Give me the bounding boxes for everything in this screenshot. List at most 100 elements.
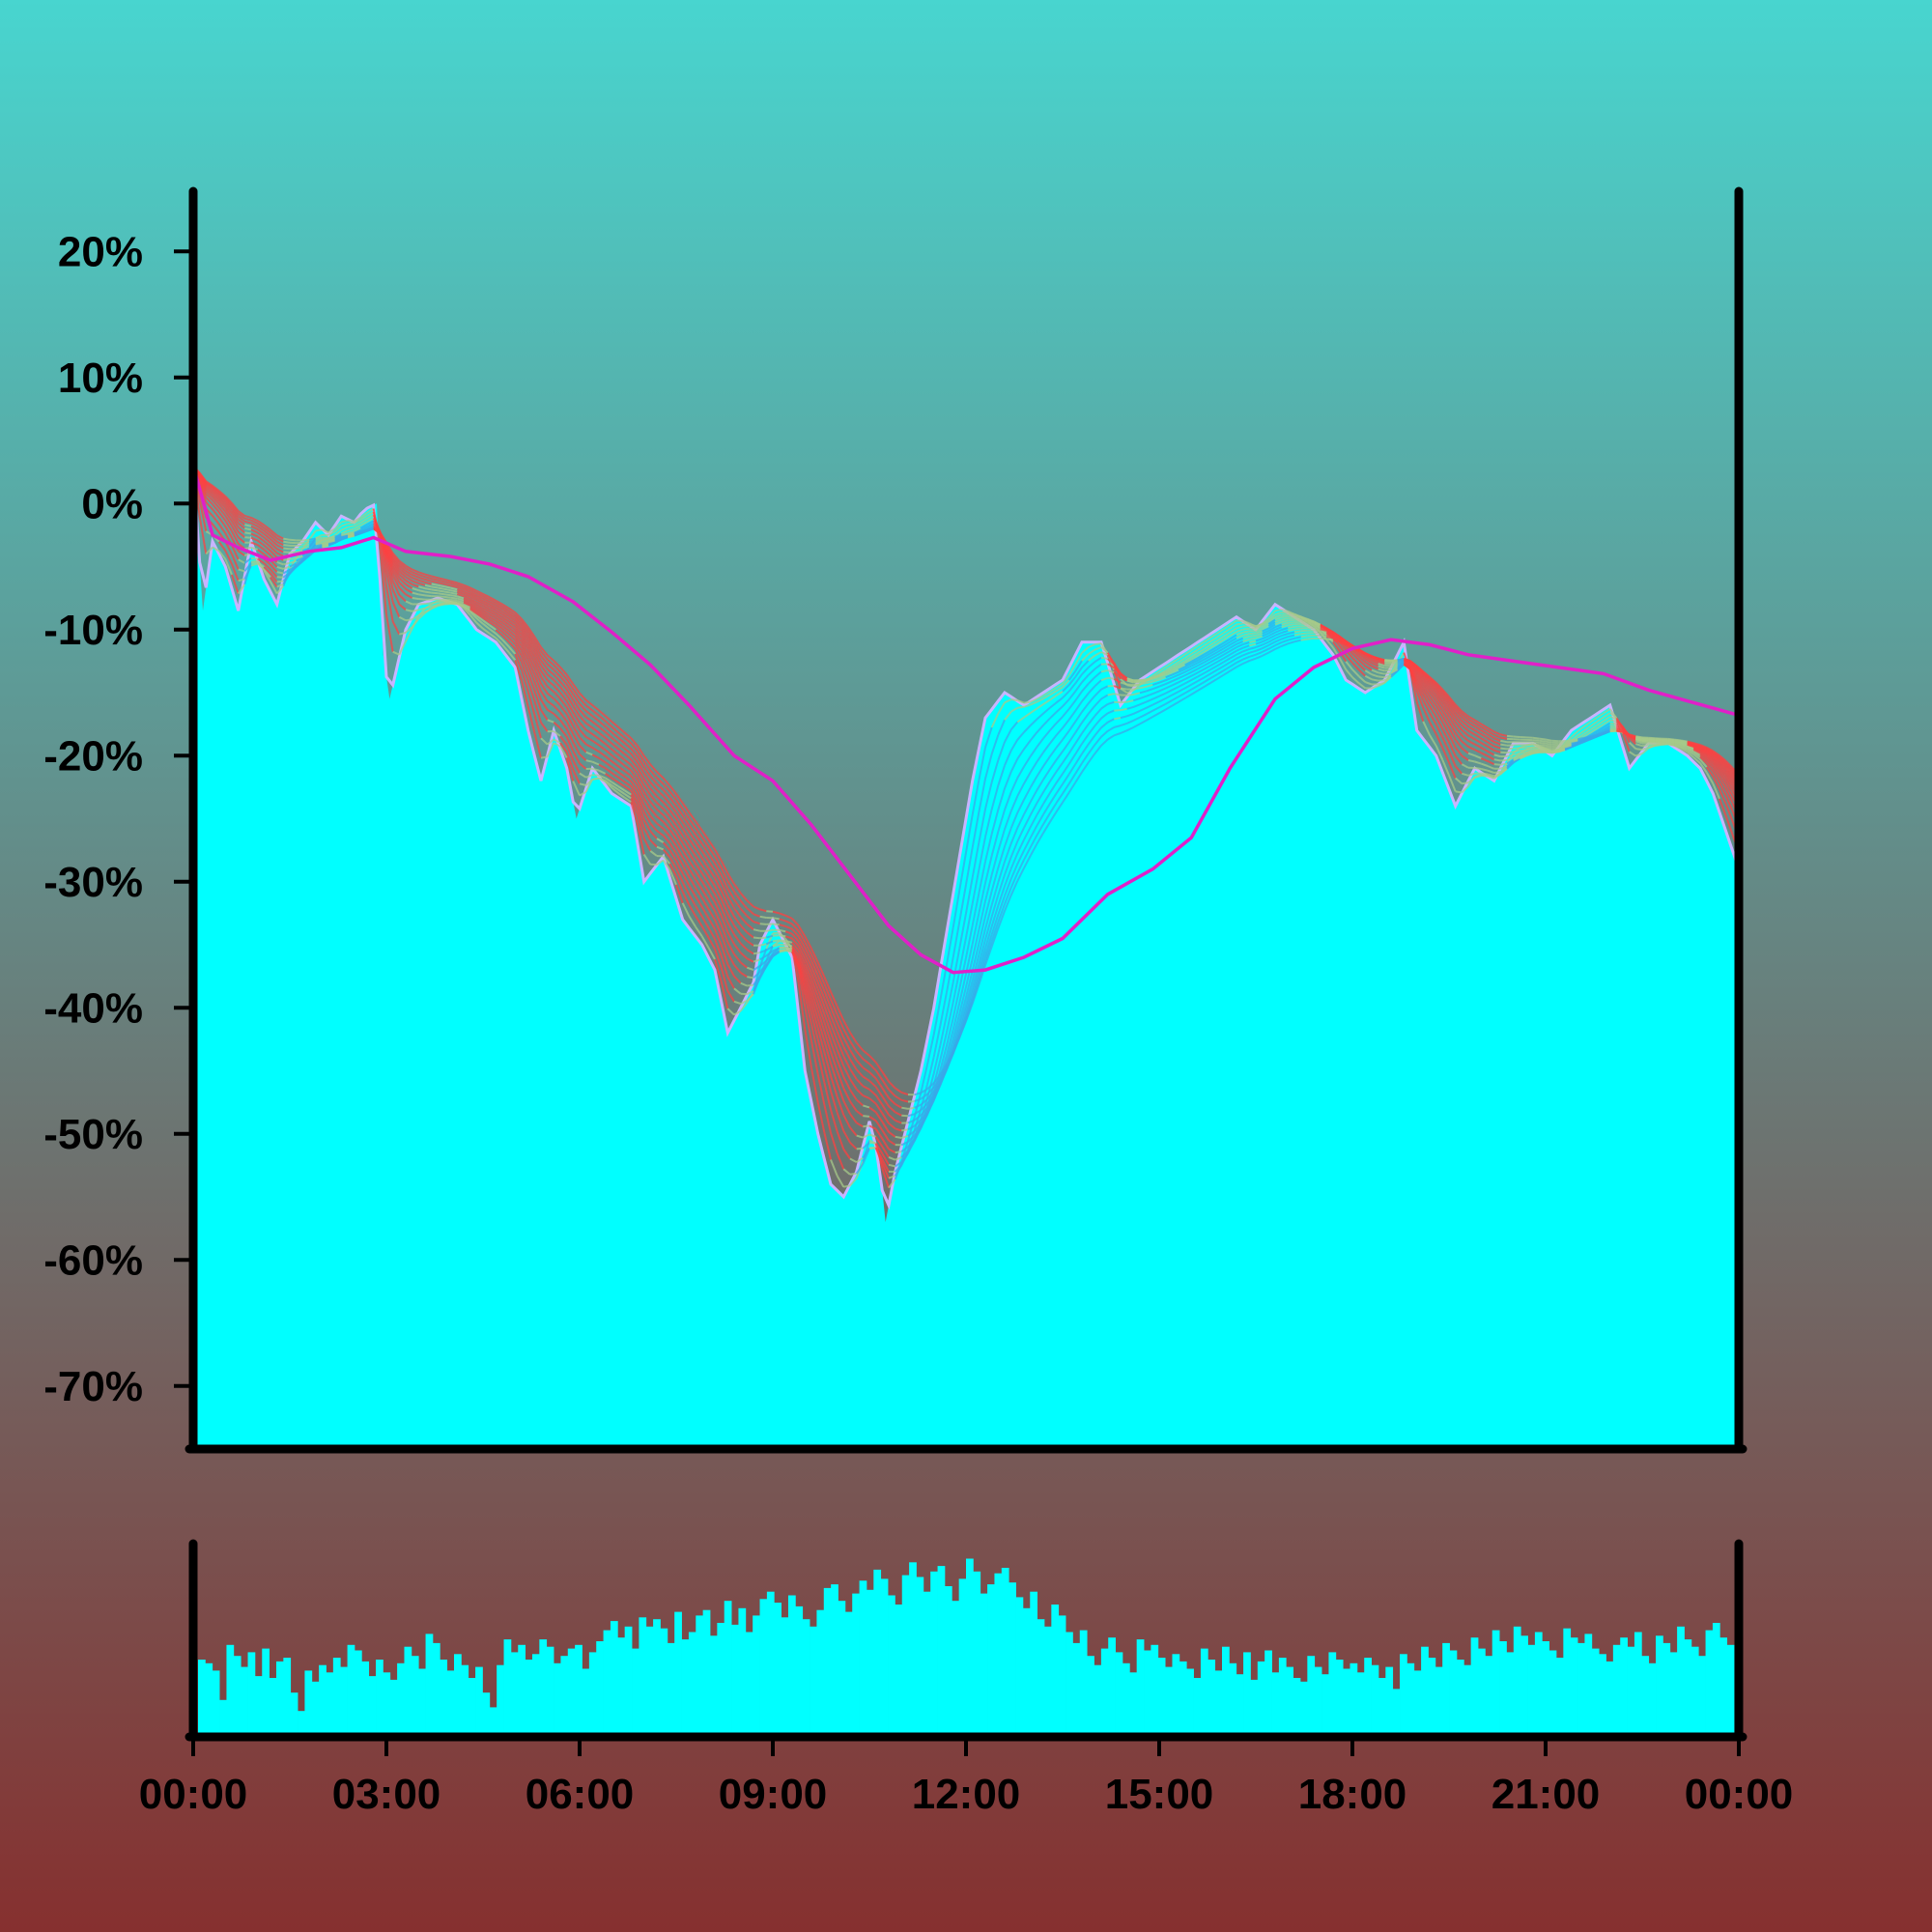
ribbon-segment bbox=[656, 845, 665, 851]
ribbon-segment bbox=[656, 795, 665, 804]
ribbon-segment bbox=[1474, 749, 1482, 754]
volume-bar bbox=[1428, 1658, 1436, 1733]
ribbon-segment bbox=[1042, 718, 1051, 726]
ribbon-segment bbox=[559, 742, 568, 753]
ribbon-segment bbox=[1687, 747, 1694, 753]
ribbon-segment bbox=[347, 529, 355, 534]
ribbon-segment bbox=[1158, 674, 1167, 679]
ribbon-segment bbox=[932, 1080, 942, 1093]
ribbon-segment bbox=[327, 539, 335, 544]
volume-bar bbox=[1627, 1646, 1635, 1733]
ribbon-segment bbox=[1197, 656, 1206, 662]
ribbon-segment bbox=[1151, 681, 1160, 686]
volume-bar bbox=[1179, 1661, 1187, 1733]
ribbon-segment bbox=[965, 970, 974, 998]
ribbon-segment bbox=[1455, 777, 1463, 784]
ribbon-segment bbox=[642, 853, 652, 866]
ribbon-segment bbox=[766, 910, 774, 913]
ribbon-segment bbox=[642, 798, 652, 810]
ribbon-segment bbox=[1680, 739, 1688, 743]
volume-bar bbox=[624, 1626, 633, 1733]
y-tick-label: 10% bbox=[58, 355, 143, 402]
ribbon-segment bbox=[1242, 627, 1250, 631]
ribbon-segment bbox=[572, 698, 581, 711]
ribbon-segment bbox=[1184, 658, 1192, 665]
ribbon-segment bbox=[231, 525, 240, 538]
ribbon-segment bbox=[565, 683, 575, 696]
ribbon-segment bbox=[1441, 697, 1450, 709]
ribbon-segment bbox=[585, 778, 593, 786]
ribbon-segment bbox=[250, 532, 259, 538]
ribbon-segment bbox=[855, 1041, 865, 1052]
ribbon-segment bbox=[1429, 688, 1437, 698]
ribbon-segment bbox=[1493, 749, 1501, 753]
ribbon-segment bbox=[540, 690, 549, 702]
ribbon-segment bbox=[1532, 739, 1540, 742]
ribbon-segment bbox=[624, 742, 632, 750]
ribbon-segment bbox=[598, 725, 607, 733]
ribbon-segment bbox=[1719, 766, 1727, 777]
ribbon-segment bbox=[759, 959, 767, 967]
ribbon-segment bbox=[1441, 715, 1450, 728]
ribbon-segment bbox=[1448, 703, 1457, 715]
ribbon-segment bbox=[1048, 811, 1058, 823]
ribbon-segment bbox=[1067, 743, 1077, 754]
ribbon-segment bbox=[1229, 666, 1237, 672]
volume-bar bbox=[888, 1595, 895, 1733]
ribbon-segment bbox=[1487, 741, 1495, 748]
ribbon-segment bbox=[508, 607, 516, 613]
ribbon-segment bbox=[785, 949, 793, 952]
ribbon-segment bbox=[662, 855, 671, 865]
ribbon-segment bbox=[797, 924, 807, 937]
ribbon-segment bbox=[1223, 666, 1231, 671]
ribbon-segment bbox=[1493, 773, 1501, 778]
ribbon-segment bbox=[746, 949, 754, 955]
ribbon-segment bbox=[482, 616, 491, 624]
ribbon-segment bbox=[1577, 739, 1585, 743]
ribbon-segment bbox=[1029, 761, 1038, 774]
ribbon-segment bbox=[526, 691, 536, 715]
ribbon-segment bbox=[642, 784, 652, 796]
ribbon-segment bbox=[1320, 635, 1327, 638]
ribbon-segment bbox=[753, 978, 761, 992]
ribbon-segment bbox=[1525, 746, 1533, 749]
ribbon-segment bbox=[438, 586, 445, 590]
ribbon-segment bbox=[649, 822, 658, 832]
ribbon-segment bbox=[1692, 756, 1701, 764]
ribbon-segment bbox=[952, 970, 961, 1003]
ribbon-segment bbox=[1087, 744, 1096, 754]
ribbon-segment bbox=[958, 1005, 967, 1029]
ribbon-segment bbox=[495, 625, 503, 633]
ribbon-segment bbox=[804, 968, 812, 985]
ribbon-segment bbox=[1139, 690, 1147, 695]
volume-bar bbox=[1499, 1641, 1507, 1733]
ribbon-segment bbox=[617, 753, 626, 761]
ribbon-segment bbox=[302, 541, 310, 544]
ribbon-segment bbox=[1074, 732, 1083, 745]
ribbon-segment bbox=[733, 943, 742, 953]
ribbon-segment bbox=[1229, 623, 1237, 630]
ribbon-segment bbox=[1229, 627, 1237, 634]
ribbon-segment bbox=[424, 581, 432, 585]
ribbon-segment bbox=[521, 662, 529, 682]
ribbon-segment bbox=[874, 1077, 884, 1089]
ribbon-segment bbox=[630, 785, 639, 798]
volume-bar bbox=[781, 1617, 789, 1733]
ribbon-segment bbox=[681, 841, 691, 854]
ribbon-segment bbox=[881, 1129, 890, 1142]
ribbon-segment bbox=[1171, 681, 1179, 687]
ribbon-segment bbox=[1158, 697, 1167, 703]
volume-bar bbox=[1449, 1650, 1458, 1733]
ribbon-segment bbox=[565, 706, 575, 720]
volume-bar bbox=[560, 1656, 569, 1733]
ribbon-segment bbox=[1474, 766, 1482, 770]
ribbon-segment bbox=[501, 608, 510, 614]
ribbon-segment bbox=[1023, 724, 1032, 733]
ribbon-segment bbox=[508, 626, 516, 635]
volume-bar bbox=[852, 1593, 860, 1733]
ribbon-segment bbox=[1074, 681, 1083, 693]
ribbon-segment bbox=[946, 1038, 954, 1063]
ribbon-segment bbox=[322, 542, 329, 546]
ribbon-segment bbox=[1209, 645, 1218, 652]
ribbon-segment bbox=[1223, 640, 1231, 647]
